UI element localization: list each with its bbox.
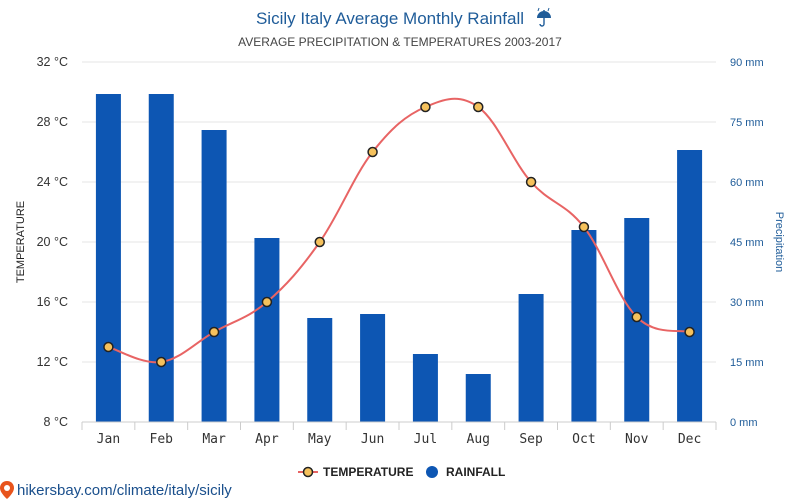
x-tick-label: Jan	[97, 432, 120, 447]
rainfall-bar-jun[interactable]	[360, 314, 386, 422]
x-tick-label: Nov	[625, 432, 649, 447]
rainfall-bar-dec[interactable]	[677, 150, 703, 422]
y2-tick-label: 30 mm	[730, 297, 764, 309]
rainfall-bar-mar[interactable]	[201, 130, 227, 422]
x-tick-label: Dec	[678, 432, 701, 447]
x-tick-label: Jun	[361, 432, 384, 447]
temperature-point-apr[interactable]	[261, 296, 273, 308]
x-tick-label: May	[308, 432, 332, 447]
chart-subtitle: AVERAGE PRECIPITATION & TEMPERATURES 200…	[238, 35, 562, 49]
temperature-point-sep[interactable]	[525, 176, 537, 188]
x-tick-label: Feb	[150, 432, 174, 447]
temperature-point-jan[interactable]	[103, 341, 114, 353]
umbrella-rain-icon	[537, 7, 551, 27]
y-axis-ticks: 32 °C 28 °C 24 °C 20 °C 16 °C 12 °C 8 °C	[37, 55, 68, 429]
gridlines	[82, 61, 716, 423]
temperature-point-oct[interactable]	[578, 221, 590, 233]
rainfall-bars	[95, 94, 703, 422]
temperature-point-jun[interactable]	[367, 146, 378, 158]
legend-item-rainfall[interactable]: RAINFALL	[426, 465, 505, 479]
rainfall-bar-jul[interactable]	[412, 354, 438, 422]
y-tick-label: 8 °C	[44, 415, 68, 429]
temperature-line	[108, 97, 690, 364]
y2-tick-label: 90 mm	[730, 57, 764, 69]
temperature-point-may[interactable]	[314, 236, 325, 248]
y-tick-label: 24 °C	[37, 175, 68, 189]
y2-tick-label: 45 mm	[730, 237, 764, 249]
legend-item-temperature[interactable]: TEMPERATURE	[298, 465, 413, 479]
y2-tick-label: 0 mm	[730, 417, 758, 429]
y-tick-label: 28 °C	[37, 115, 68, 129]
x-tick-label: Mar	[202, 432, 226, 447]
rainfall-bar-may[interactable]	[307, 318, 333, 422]
y-axis-title: TEMPERATURE	[15, 201, 27, 283]
legend: TEMPERATURE RAINFALL	[298, 465, 505, 479]
y2-tick-label: 60 mm	[730, 177, 764, 189]
y-tick-label: 16 °C	[37, 295, 68, 309]
legend-temperature-marker	[302, 466, 314, 478]
footer[interactable]: hikersbay.com/climate/italy/sicily	[0, 480, 232, 500]
y-tick-label: 32 °C	[37, 55, 68, 69]
rainfall-temperature-chart: Sicily Italy Average Monthly Rainfall AV…	[15, 7, 785, 479]
x-tick-label: Jul	[414, 432, 437, 447]
rainfall-bar-jan[interactable]	[95, 94, 121, 422]
rainfall-bar-feb[interactable]	[148, 94, 174, 422]
x-axis-ticks: Jan Feb Mar Apr May Jun Jul Aug Sep Oct Nov Dec	[97, 432, 702, 447]
temperature-markers	[103, 101, 695, 368]
y2-tick-label: 75 mm	[730, 117, 764, 129]
rainfall-bar-sep[interactable]	[518, 294, 544, 422]
x-tick-label: Aug	[467, 432, 490, 447]
footer-link[interactable]: hikersbay.com/climate/italy/sicily	[17, 481, 232, 499]
y-tick-label: 20 °C	[37, 235, 68, 249]
legend-rainfall-marker	[426, 466, 438, 478]
temperature-point-jul[interactable]	[420, 101, 431, 113]
temperature-point-mar[interactable]	[208, 326, 220, 338]
y2-axis-title: Precipitation	[773, 212, 785, 273]
y2-axis-ticks: 90 mm 75 mm 60 mm 45 mm 30 mm 15 mm 0 mm	[730, 57, 764, 429]
y2-tick-label: 15 mm	[730, 357, 764, 369]
rainfall-bar-aug[interactable]	[465, 374, 491, 422]
temperature-point-feb[interactable]	[156, 356, 167, 368]
temperature-point-aug[interactable]	[473, 101, 484, 113]
rainfall-bar-apr[interactable]	[254, 238, 280, 422]
x-tick-label: Sep	[519, 432, 543, 447]
map-pin-icon	[0, 481, 14, 499]
temperature-point-dec[interactable]	[684, 326, 695, 338]
y-tick-label: 12 °C	[37, 355, 68, 369]
x-tick-label: Apr	[255, 432, 279, 447]
rainfall-bar-oct[interactable]	[571, 230, 597, 422]
legend-rainfall-label: RAINFALL	[446, 465, 505, 479]
chart-title: Sicily Italy Average Monthly Rainfall	[256, 9, 524, 28]
temperature-point-nov[interactable]	[631, 311, 642, 323]
legend-temperature-label: TEMPERATURE	[323, 465, 413, 479]
x-tick-label: Oct	[572, 432, 595, 447]
x-axis	[81, 421, 717, 430]
